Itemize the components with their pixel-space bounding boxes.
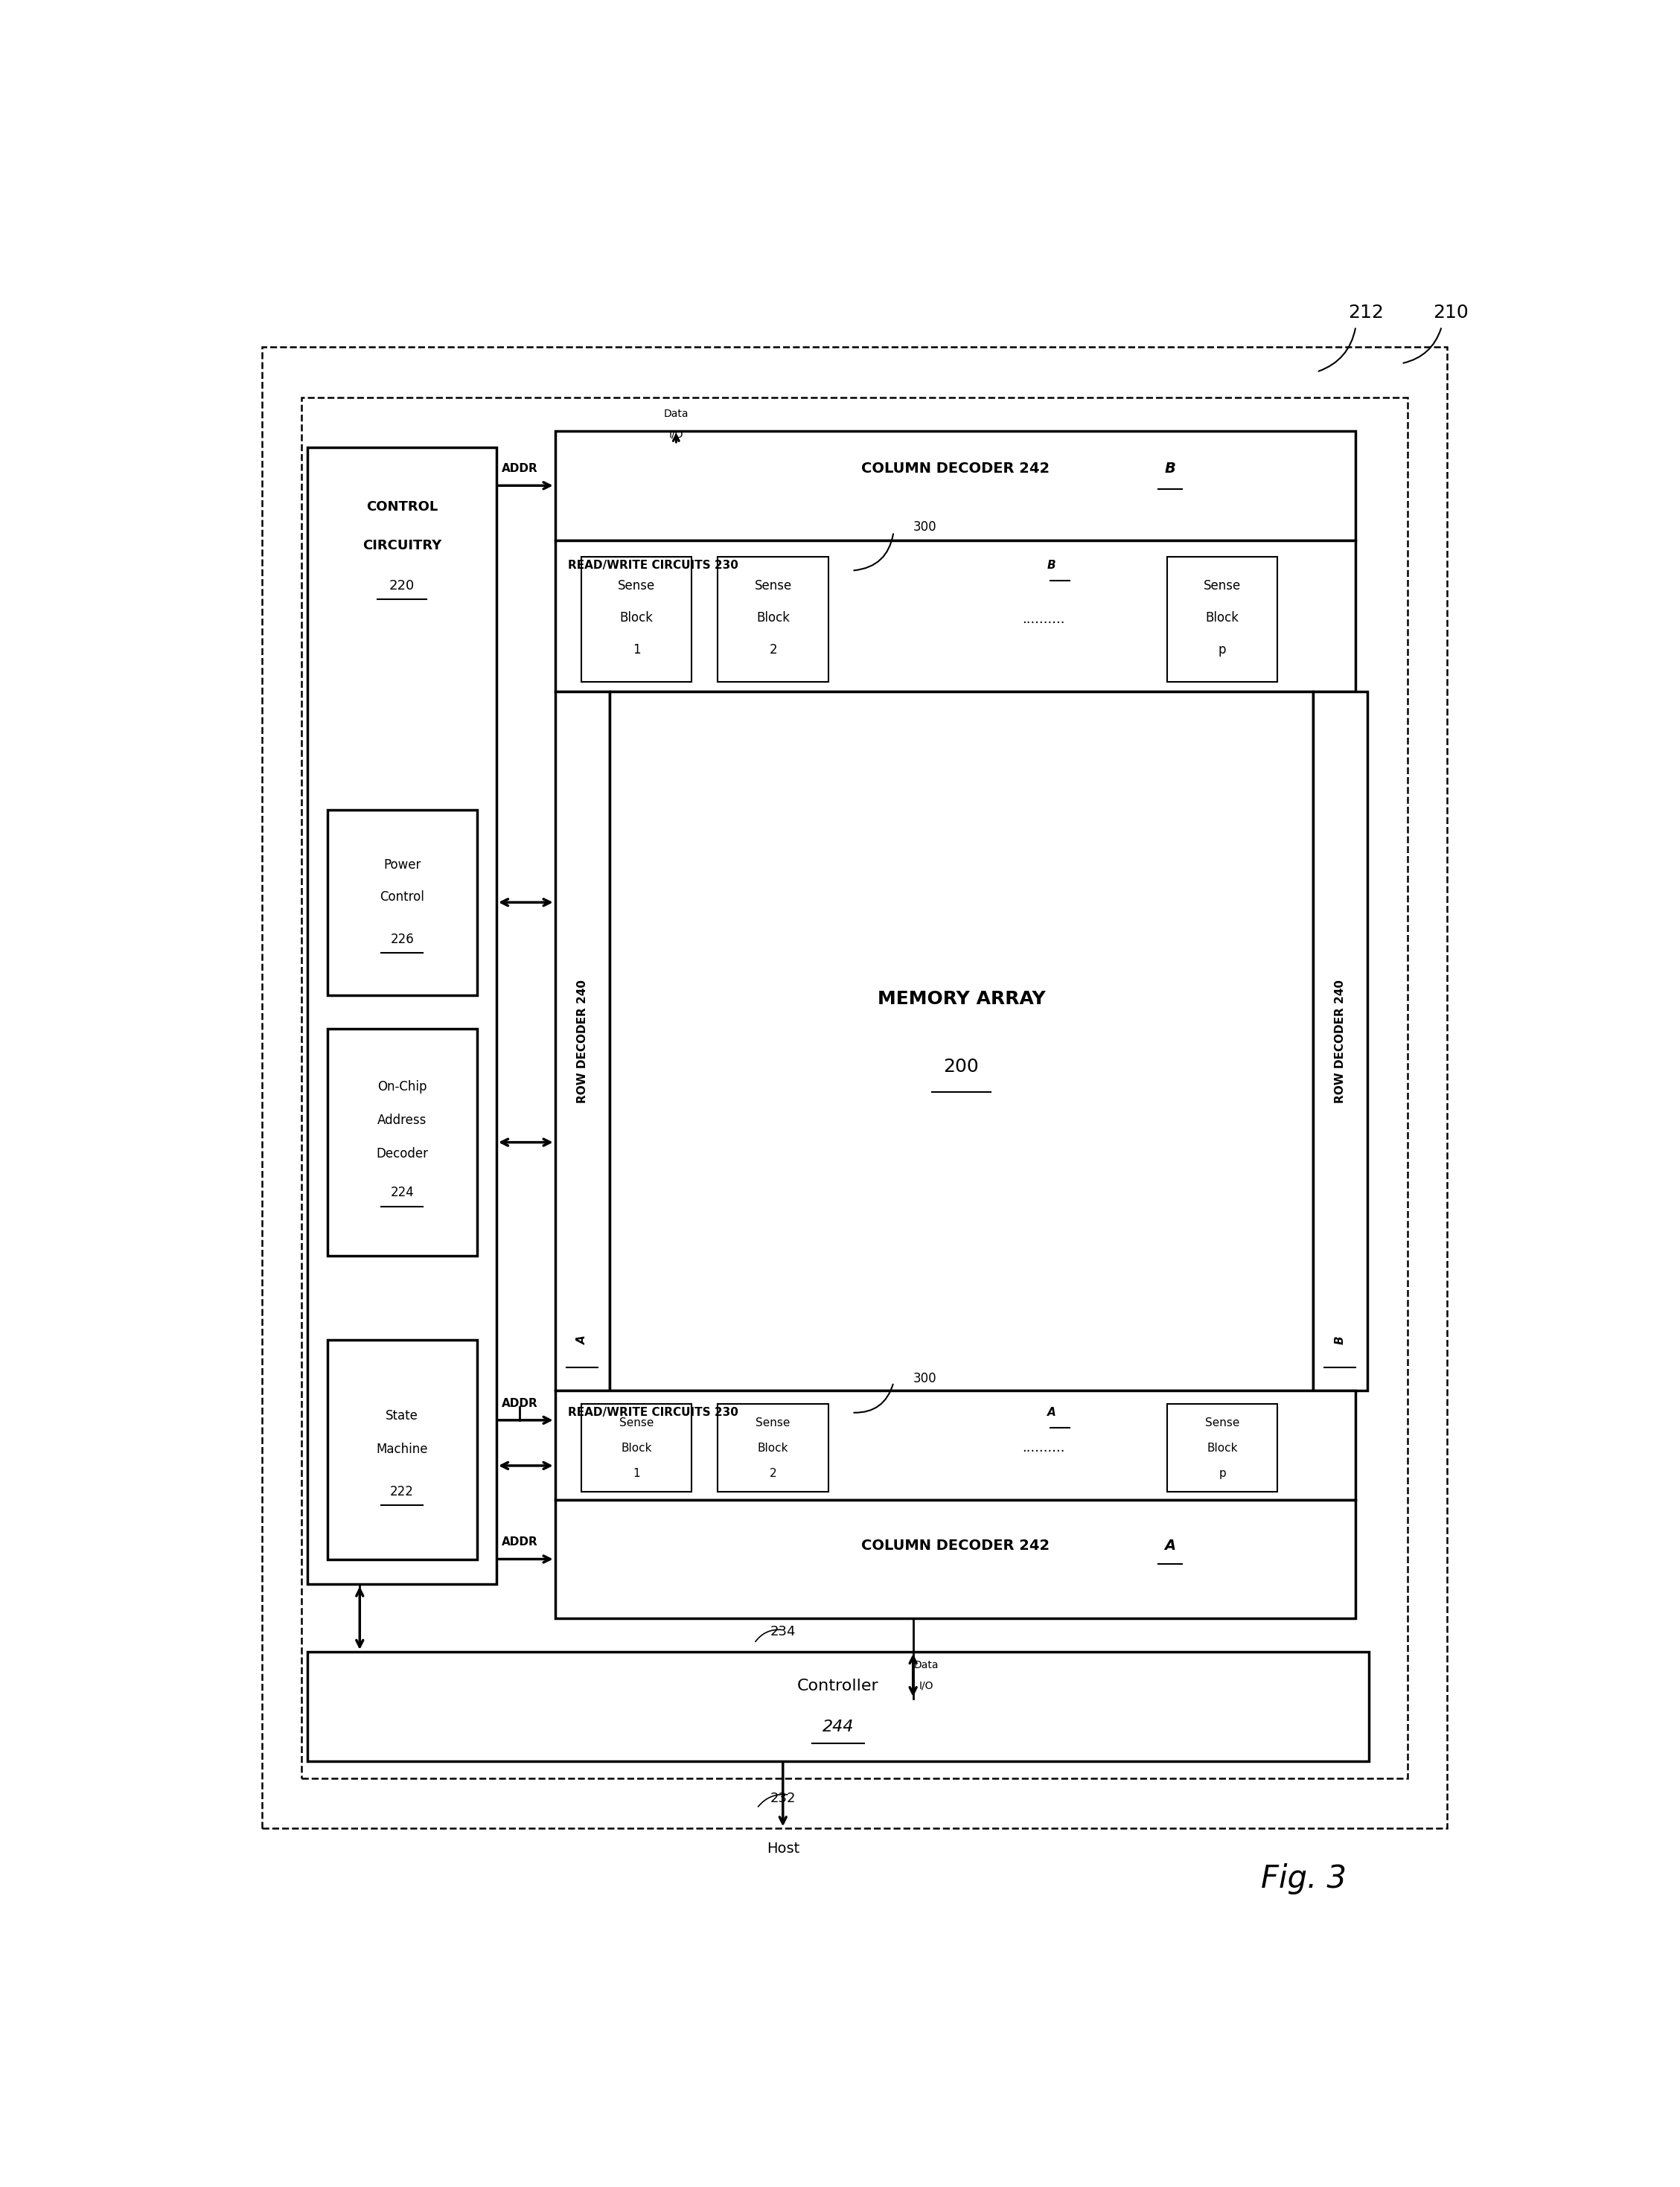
- Bar: [554, 1391, 1356, 1500]
- Text: 1: 1: [633, 1467, 640, 1478]
- Text: Block: Block: [1206, 1443, 1238, 1454]
- Bar: [554, 540, 1356, 691]
- Text: Sense: Sense: [1203, 580, 1242, 593]
- Text: COLUMN DECODER 242: COLUMN DECODER 242: [862, 461, 1050, 477]
- Bar: [262, 346, 1446, 1828]
- Text: Sense: Sense: [618, 580, 655, 593]
- Bar: [581, 1404, 692, 1492]
- Bar: [581, 558, 692, 682]
- Text: ROW DECODER 240: ROW DECODER 240: [576, 980, 588, 1102]
- Text: A: A: [1164, 1540, 1176, 1553]
- Text: Decoder: Decoder: [376, 1148, 428, 1161]
- Text: Sense: Sense: [620, 1417, 654, 1428]
- Bar: [301, 398, 1408, 1778]
- Bar: [717, 1404, 828, 1492]
- Text: Block: Block: [758, 1443, 788, 1454]
- Text: Control: Control: [380, 890, 425, 903]
- Text: READ/WRITE CIRCUITS 230: READ/WRITE CIRCUITS 230: [568, 1406, 739, 1417]
- Text: 1: 1: [632, 643, 640, 656]
- Bar: [307, 1651, 1369, 1761]
- Text: B: B: [1334, 1336, 1346, 1345]
- Text: 226: 226: [390, 932, 413, 947]
- Text: State: State: [386, 1408, 418, 1424]
- Text: Block: Block: [1206, 610, 1240, 625]
- Text: Sense: Sense: [1205, 1417, 1240, 1428]
- Text: 232: 232: [769, 1791, 796, 1804]
- Text: B: B: [1164, 461, 1176, 477]
- Text: A: A: [576, 1336, 588, 1345]
- Text: Controller: Controller: [798, 1680, 879, 1693]
- Text: ADDR: ADDR: [502, 464, 538, 475]
- Bar: [554, 431, 1356, 540]
- Text: 224: 224: [390, 1185, 413, 1198]
- Text: A: A: [1047, 1406, 1057, 1417]
- Bar: [328, 1028, 477, 1255]
- Text: 200: 200: [944, 1059, 979, 1076]
- Text: Data: Data: [914, 1660, 939, 1671]
- Text: Sense: Sense: [754, 580, 791, 593]
- Bar: [1168, 1404, 1277, 1492]
- Text: On-Chip: On-Chip: [378, 1080, 427, 1094]
- Text: Power: Power: [383, 859, 420, 873]
- Text: MEMORY ARRAY: MEMORY ARRAY: [877, 991, 1045, 1008]
- Bar: [328, 1341, 477, 1559]
- Bar: [328, 809, 477, 995]
- Text: 210: 210: [1433, 304, 1468, 321]
- Text: ..........: ..........: [1021, 1441, 1065, 1454]
- Text: Fig. 3: Fig. 3: [1262, 1863, 1346, 1894]
- Text: B: B: [1047, 560, 1055, 571]
- Text: Block: Block: [756, 610, 790, 625]
- Text: I/O: I/O: [919, 1680, 934, 1691]
- Text: ADDR: ADDR: [502, 1537, 538, 1548]
- Text: 300: 300: [914, 521, 937, 534]
- Text: 222: 222: [390, 1485, 413, 1498]
- Bar: [1168, 558, 1277, 682]
- Bar: [554, 1500, 1356, 1618]
- Text: 2: 2: [769, 643, 778, 656]
- Bar: [610, 691, 1312, 1391]
- Text: 2: 2: [769, 1467, 776, 1478]
- Text: Data: Data: [664, 409, 689, 420]
- Text: Host: Host: [766, 1841, 800, 1857]
- Text: ADDR: ADDR: [502, 1397, 538, 1408]
- Bar: [307, 448, 497, 1583]
- Bar: [554, 691, 610, 1391]
- Text: Address: Address: [378, 1113, 427, 1126]
- Text: p: p: [1218, 643, 1226, 656]
- Bar: [717, 558, 828, 682]
- Text: Block: Block: [620, 610, 654, 625]
- Text: Machine: Machine: [376, 1443, 428, 1457]
- Text: ..........: ..........: [1021, 612, 1065, 625]
- Text: 220: 220: [390, 580, 415, 593]
- Text: Sense: Sense: [756, 1417, 790, 1428]
- Text: 300: 300: [914, 1371, 937, 1387]
- Text: CONTROL: CONTROL: [366, 501, 438, 514]
- Text: I/O: I/O: [669, 429, 684, 440]
- Bar: [1312, 691, 1368, 1391]
- Text: READ/WRITE CIRCUITS 230: READ/WRITE CIRCUITS 230: [568, 560, 739, 571]
- Text: COLUMN DECODER 242: COLUMN DECODER 242: [862, 1540, 1050, 1553]
- Text: 212: 212: [1349, 304, 1384, 321]
- Text: CIRCUITRY: CIRCUITRY: [363, 538, 442, 551]
- Text: Block: Block: [622, 1443, 652, 1454]
- Text: p: p: [1218, 1467, 1226, 1478]
- Text: 234: 234: [769, 1625, 796, 1638]
- Text: 244: 244: [823, 1719, 853, 1734]
- Text: ROW DECODER 240: ROW DECODER 240: [1334, 980, 1346, 1102]
